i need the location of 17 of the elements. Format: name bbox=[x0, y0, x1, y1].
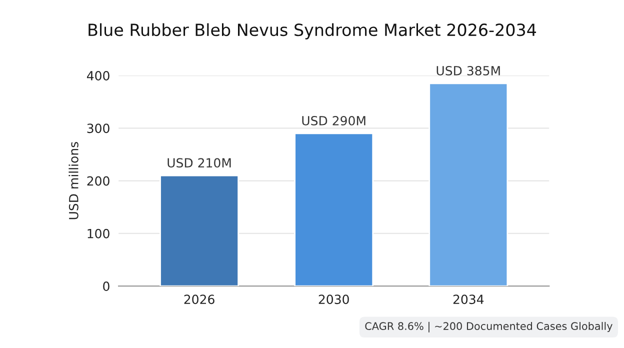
y-tick-label: 400 bbox=[86, 70, 110, 80]
y-tick-label: 200 bbox=[87, 176, 110, 186]
data-label: USD 385M bbox=[436, 66, 500, 76]
y-axis-title: USD millions bbox=[68, 142, 78, 220]
text: CAGR 8.6% | ~200 Documented Cases Globally bbox=[365, 322, 612, 332]
data-label: USD 210M bbox=[168, 158, 231, 168]
data-label: USD 290M bbox=[302, 116, 366, 126]
x-tick-label: 2026 bbox=[184, 294, 214, 304]
bar bbox=[160, 174, 240, 286]
bar bbox=[294, 132, 374, 286]
x-tick-label: 2030 bbox=[318, 294, 349, 304]
chart-title: Blue Rubber Bleb Nevus Syndrome Market 2026-2034 bbox=[88, 23, 536, 40]
bar bbox=[428, 82, 508, 286]
x-tick-label: 2034 bbox=[453, 294, 484, 304]
y-tick-label: 0 bbox=[103, 282, 110, 291]
y-tick-label: 100 bbox=[88, 228, 110, 238]
y-tick-label: 300 bbox=[87, 124, 110, 134]
